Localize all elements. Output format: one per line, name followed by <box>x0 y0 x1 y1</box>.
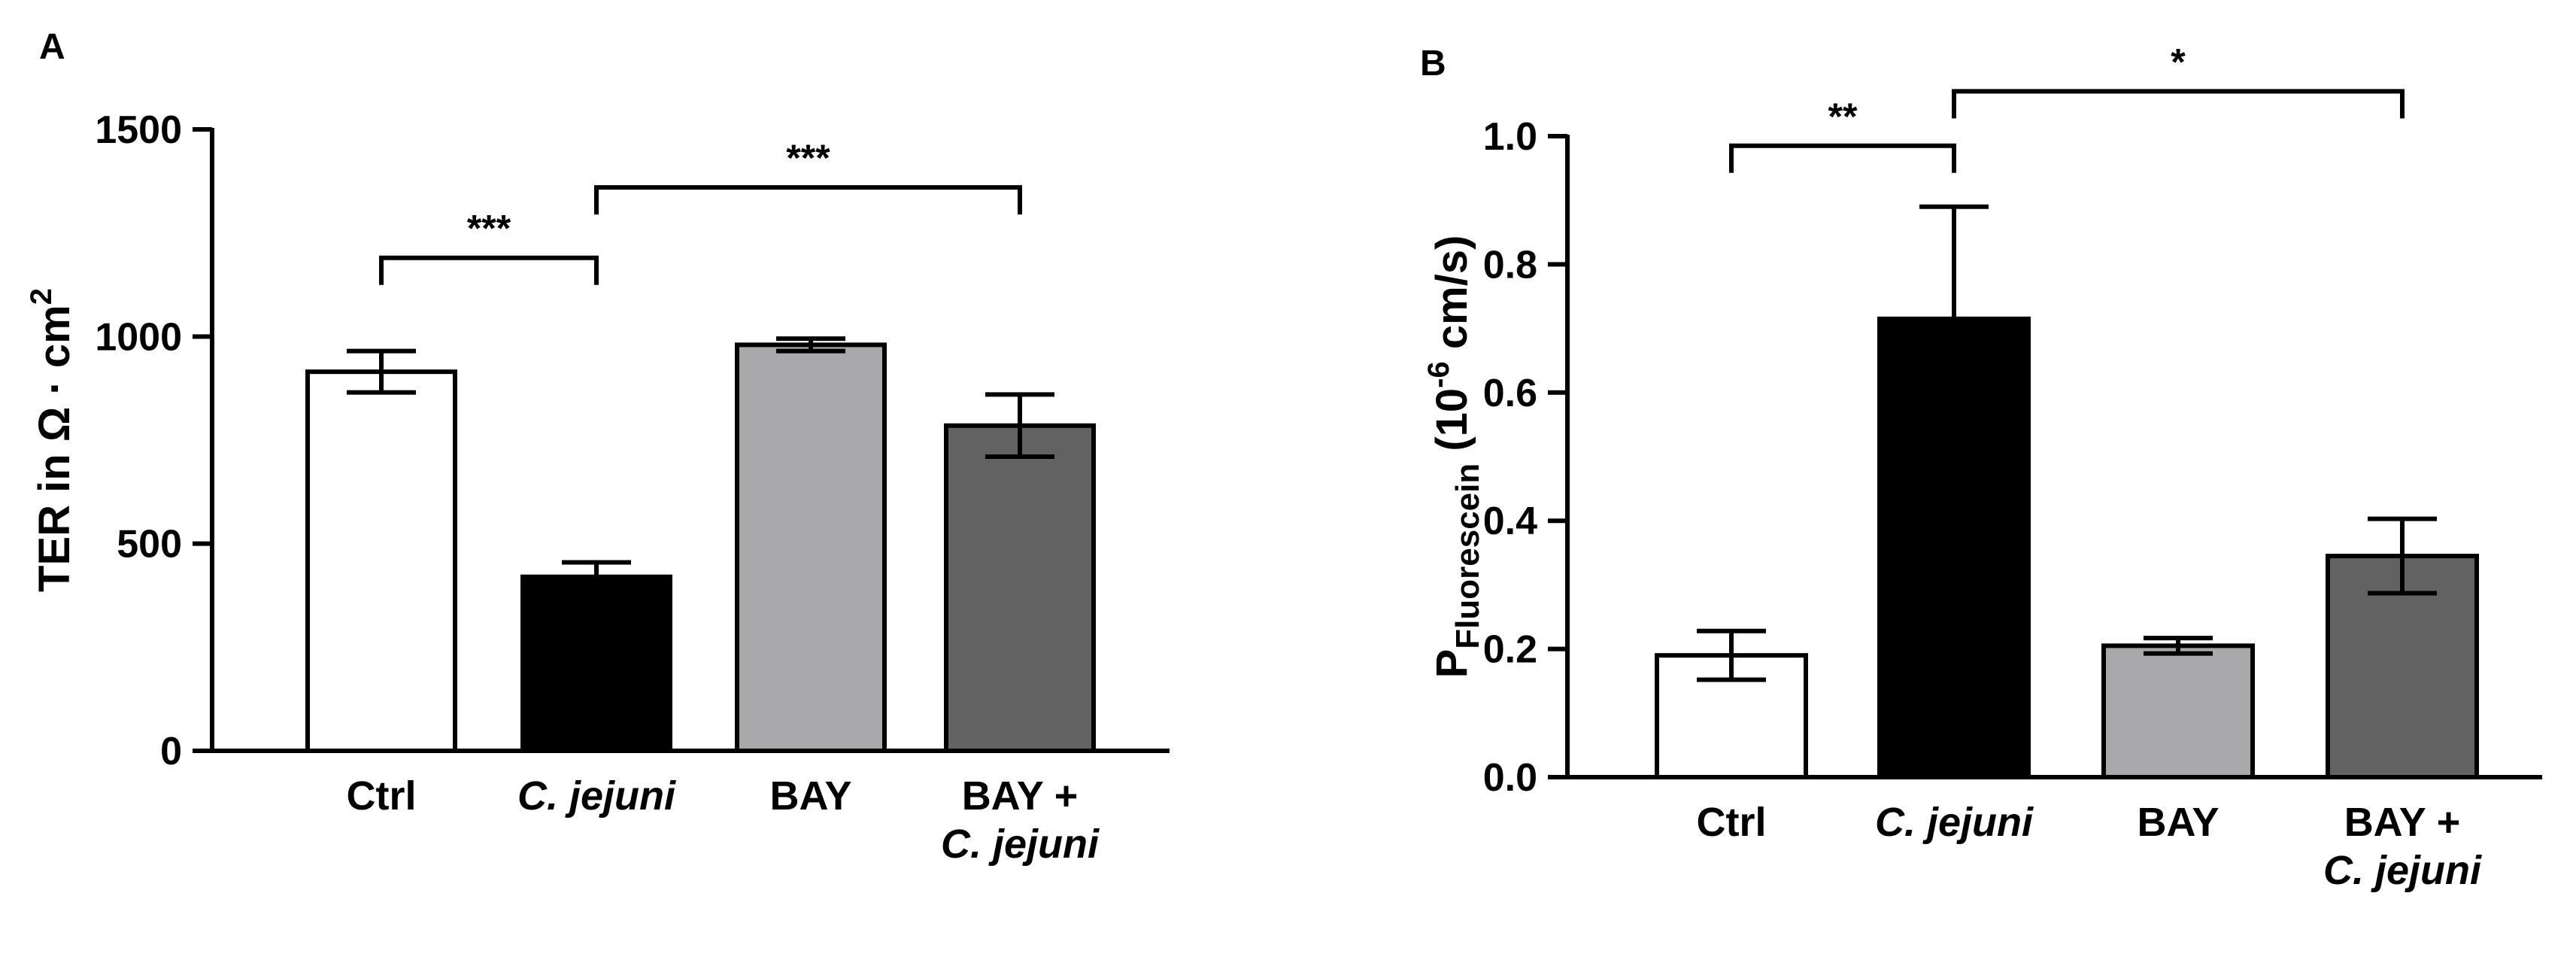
bar <box>735 342 887 753</box>
x-category-label: C. jejuni <box>2323 848 2482 893</box>
significance-label: * <box>2171 41 2186 83</box>
significance-label: ** <box>1828 96 1858 138</box>
y-tick-label: 1500 <box>95 108 182 152</box>
bar <box>2101 643 2255 780</box>
y-tick-label: 0.4 <box>1483 500 1537 543</box>
significance-label: *** <box>786 137 830 179</box>
x-category-label: C. jejuni <box>941 822 1100 867</box>
y-axis-title: PFluorescein (10-6 cm/s) <box>1422 235 1486 679</box>
y-tick-label: 1.0 <box>1483 115 1537 159</box>
panel-b: B 0.0 0.2 0.4 0.6 0.8 1.0 Ctrl C. jejuni BAY BAY +… <box>1420 41 2542 893</box>
y-axis-title: TER in Ω · cm2 <box>25 288 79 592</box>
bar <box>520 574 672 753</box>
y-tick-label: 0.8 <box>1483 243 1537 287</box>
significance-bracket <box>1729 143 1956 173</box>
x-category-label: C. jejuni <box>517 773 676 819</box>
significance-bracket <box>1952 89 2405 119</box>
x-category-label: BAY + <box>962 773 1079 819</box>
significance-bracket <box>594 185 1022 215</box>
y-tick-label: 500 <box>117 523 182 567</box>
y-tick-label: 0.0 <box>1483 756 1537 800</box>
x-category-label: C. jejuni <box>1875 800 2034 845</box>
significance-label: *** <box>467 208 511 250</box>
y-tick-label: 0 <box>160 730 182 773</box>
x-category-label: Ctrl <box>347 773 417 819</box>
significance-bracket <box>379 255 599 285</box>
x-category-label: BAY + <box>2344 800 2461 845</box>
x-category-label: Ctrl <box>1697 800 1767 845</box>
panel-label: B <box>1420 44 1446 84</box>
bar <box>305 369 457 753</box>
bar <box>944 423 1096 754</box>
x-category-label: BAY <box>769 773 851 819</box>
x-category-label: BAY <box>2137 800 2219 845</box>
y-tick-label: 0.2 <box>1483 628 1537 672</box>
panel-label: A <box>39 27 65 67</box>
y-tick-label: 1000 <box>95 315 182 359</box>
y-tick-label: 0.6 <box>1483 372 1537 415</box>
